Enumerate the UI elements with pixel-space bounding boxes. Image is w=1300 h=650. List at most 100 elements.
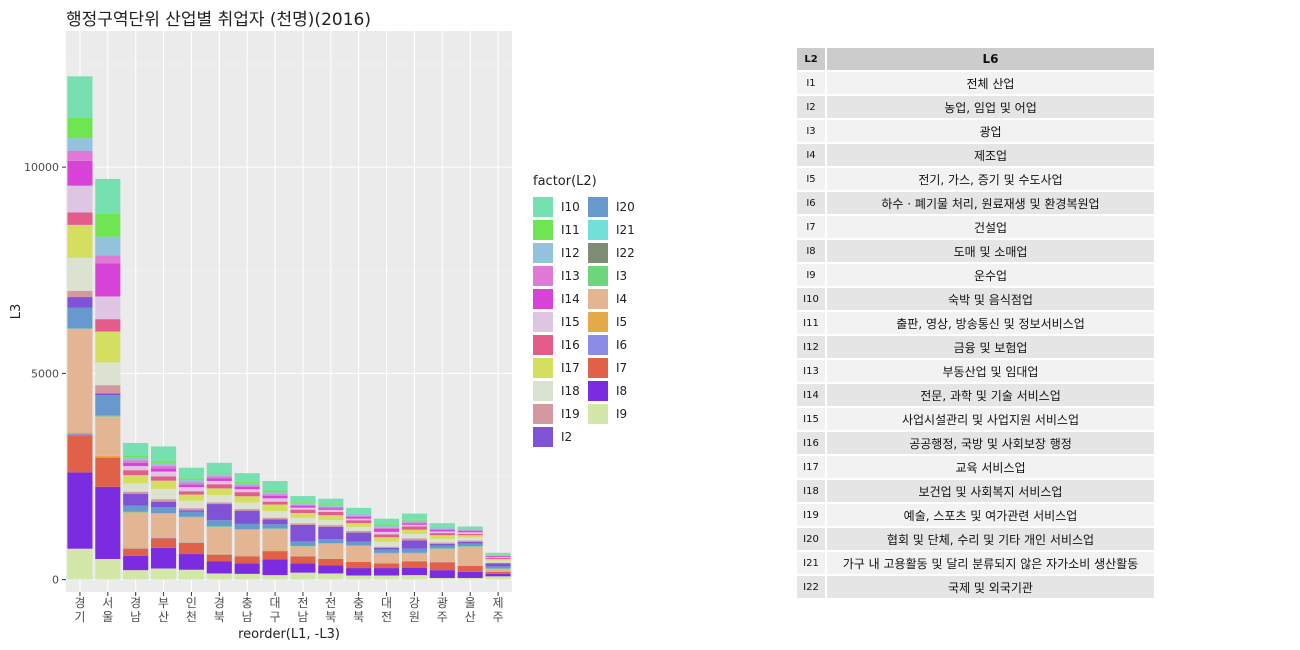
bar-segment-I13	[234, 485, 260, 487]
legend-label: I15	[561, 314, 580, 329]
bar-segment-I13	[457, 530, 483, 532]
bar-segment-I15	[234, 489, 260, 493]
bar-segment-I11	[429, 526, 455, 528]
bar-segment-I16	[429, 533, 455, 536]
legend-item: I13	[533, 264, 588, 287]
bar-segment-I7	[374, 563, 400, 569]
bar-segment-I2	[206, 504, 232, 521]
bar-segment-I12	[401, 520, 427, 523]
bar-segment-I12	[485, 554, 511, 556]
bar-segment-I4	[206, 526, 232, 554]
bar-segment-I7	[178, 542, 204, 555]
bar-segment-I13	[374, 527, 400, 529]
legend-label: I14	[561, 291, 580, 306]
bar-segment-I2	[401, 540, 427, 549]
bar-segment-I19	[374, 546, 400, 548]
bar-segment-I9	[234, 573, 260, 580]
bar-segment-I12	[151, 462, 177, 466]
table-header-l2: L2	[797, 48, 827, 71]
bar-segment-I19	[234, 509, 260, 511]
y-axis-title: L3	[9, 304, 24, 320]
bar-segment-I4	[151, 513, 177, 538]
bar-segment-I7	[346, 561, 372, 569]
bar-segment-I9	[206, 573, 232, 580]
bar-segment-I11	[290, 502, 316, 504]
legend-item: I14	[533, 287, 588, 310]
legend-label: I10	[561, 199, 580, 214]
legend-item: I12	[533, 241, 588, 264]
bar-segment-I15	[151, 471, 177, 477]
bar-segment-I15	[401, 524, 427, 527]
bar-segment-I14	[206, 478, 232, 481]
table-row: I3 광업	[797, 118, 1154, 143]
table-cell-industry: 협회 및 단체, 수리 및 기타 개인 서비스업	[826, 526, 1154, 551]
bar-segment-I4	[346, 546, 372, 562]
x-tick-label: 산	[158, 610, 169, 624]
bar-segment-I14	[318, 508, 344, 510]
bar-segment-I9	[67, 548, 93, 580]
bar-segment-I14	[290, 505, 316, 508]
bar-segment-I10	[290, 496, 316, 503]
bar-segment-I10	[234, 473, 260, 482]
x-tick-label: 북	[353, 610, 364, 624]
bar-segment-I4	[67, 329, 93, 433]
bar-segment-I9	[429, 577, 455, 580]
table-cell-industry: 운수업	[826, 262, 1154, 287]
table-cell-code: I19	[797, 502, 827, 527]
legend-item: I9	[588, 402, 643, 425]
bar-segment-I12	[318, 505, 344, 507]
legend-label: I21	[616, 222, 635, 237]
x-tick-label: 기	[74, 610, 85, 624]
legend-label: I18	[561, 383, 580, 398]
bar-segment-I2	[151, 501, 177, 508]
bar-segment-I9	[374, 575, 400, 580]
bar-segment-I12	[95, 236, 121, 256]
bar-segment-I12	[374, 526, 400, 528]
bar-segment-I19	[318, 525, 344, 527]
bar-segment-I20	[67, 307, 93, 329]
table-row: I13 부동산업 및 임대업	[797, 358, 1154, 383]
bar-segment-I16	[457, 533, 483, 536]
bar-segment-I2	[318, 526, 344, 540]
table-cell-code: I4	[797, 142, 827, 167]
bar-segment-I16	[123, 470, 149, 476]
bar-segment-I15	[67, 185, 93, 213]
table-cell-code: I8	[797, 238, 827, 263]
bar-segment-I14	[262, 495, 288, 499]
table-cell-code: I2	[797, 94, 827, 119]
bar-segment-I9	[151, 568, 177, 580]
bar-segment-I19	[178, 508, 204, 511]
x-tick-label: 서	[102, 596, 113, 610]
bar-segment-I19	[206, 502, 232, 505]
x-tick-label: 주	[437, 610, 448, 624]
x-tick-label: 강	[409, 596, 420, 610]
bar-segment-I18	[206, 494, 232, 503]
bar-segment-I2	[290, 524, 316, 542]
bar-segment-I14	[429, 529, 455, 532]
legend-label: I12	[561, 245, 580, 260]
bar-segment-I18	[262, 511, 288, 518]
bar-segment-I8	[457, 571, 483, 578]
x-tick-label: 전	[297, 596, 308, 610]
bar-segment-I20	[318, 539, 344, 544]
x-tick-label: 전	[381, 610, 392, 624]
legend-swatch	[588, 311, 608, 332]
table-header-l6: L6	[826, 48, 1154, 71]
table-cell-code: I1	[797, 70, 827, 95]
bar-segment-I17	[290, 512, 316, 518]
table-cell-industry: 제조업	[826, 142, 1154, 167]
bar-segment-I11	[346, 513, 372, 515]
table-cell-code: I22	[797, 574, 827, 598]
bar-segment-I7	[151, 538, 177, 548]
legend-swatch	[533, 219, 553, 240]
bar-segment-I12	[123, 457, 149, 461]
table-cell-code: I11	[797, 310, 827, 335]
bar-segment-I15	[457, 532, 483, 534]
table-cell-industry: 전체 산업	[826, 70, 1154, 95]
bar-segment-I10	[262, 480, 288, 491]
legend-item: I3	[588, 264, 643, 287]
table-cell-industry: 출판, 영상, 방송통신 및 정보서비스업	[826, 310, 1154, 335]
bar-segment-I9	[178, 569, 204, 580]
bar-segment-I11	[151, 460, 177, 463]
bar-segment-I20	[206, 520, 232, 527]
